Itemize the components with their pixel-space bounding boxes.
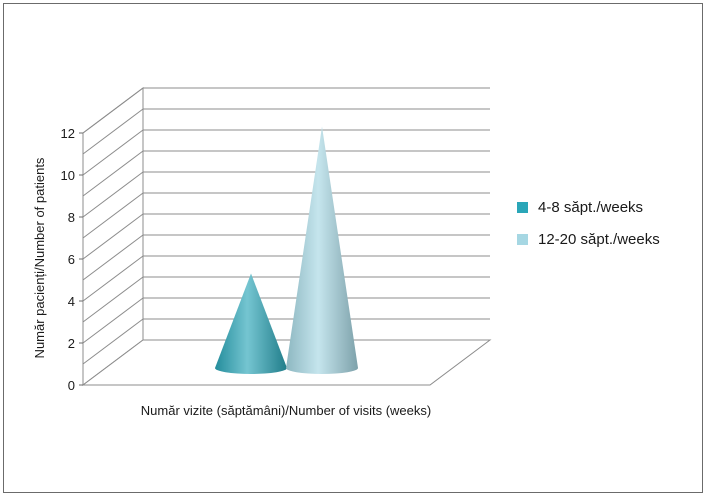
floor bbox=[81, 339, 492, 386]
minor-gridline bbox=[82, 234, 490, 281]
major-gridline bbox=[82, 171, 490, 218]
y-tick-label: 4 bbox=[68, 294, 75, 309]
legend-item: 12-20 săpt./weeks bbox=[517, 231, 660, 248]
y-axis-title: Număr pacienți/Number of patients bbox=[32, 157, 47, 358]
major-gridline bbox=[82, 213, 490, 260]
legend-swatch bbox=[517, 234, 528, 245]
legend-label: 12-20 săpt./weeks bbox=[538, 231, 660, 248]
minor-gridline bbox=[82, 108, 490, 155]
major-gridline bbox=[82, 129, 490, 176]
y-tick-label: 2 bbox=[68, 336, 75, 351]
legend-label: 4-8 săpt./weeks bbox=[538, 199, 643, 216]
y-tick-label: 0 bbox=[68, 378, 75, 393]
minor-gridline bbox=[82, 192, 490, 239]
cone-2 bbox=[286, 126, 358, 374]
legend-swatch bbox=[517, 202, 528, 213]
x-axis-title: Număr vizite (săptămâni)/Number of visit… bbox=[141, 403, 431, 418]
major-gridline bbox=[82, 87, 490, 134]
y-axis-ticks: 0 2 4 6 8 10 12 bbox=[61, 126, 83, 393]
y-tick-label: 6 bbox=[68, 252, 75, 267]
minor-gridline bbox=[82, 150, 490, 197]
cone-1 bbox=[215, 273, 287, 374]
legend-item: 4-8 săpt./weeks bbox=[517, 199, 643, 216]
minor-gridline bbox=[82, 276, 490, 323]
chart-walls bbox=[81, 87, 492, 386]
cones bbox=[215, 126, 358, 374]
legend: 4-8 săpt./weeks 12-20 săpt./weeks bbox=[517, 199, 660, 248]
y-tick-label: 10 bbox=[61, 168, 75, 183]
gridlines bbox=[82, 87, 490, 365]
y-tick-label: 12 bbox=[61, 126, 75, 141]
major-gridline bbox=[82, 297, 490, 344]
y-tick-label: 8 bbox=[68, 210, 75, 225]
major-gridline bbox=[82, 255, 490, 302]
